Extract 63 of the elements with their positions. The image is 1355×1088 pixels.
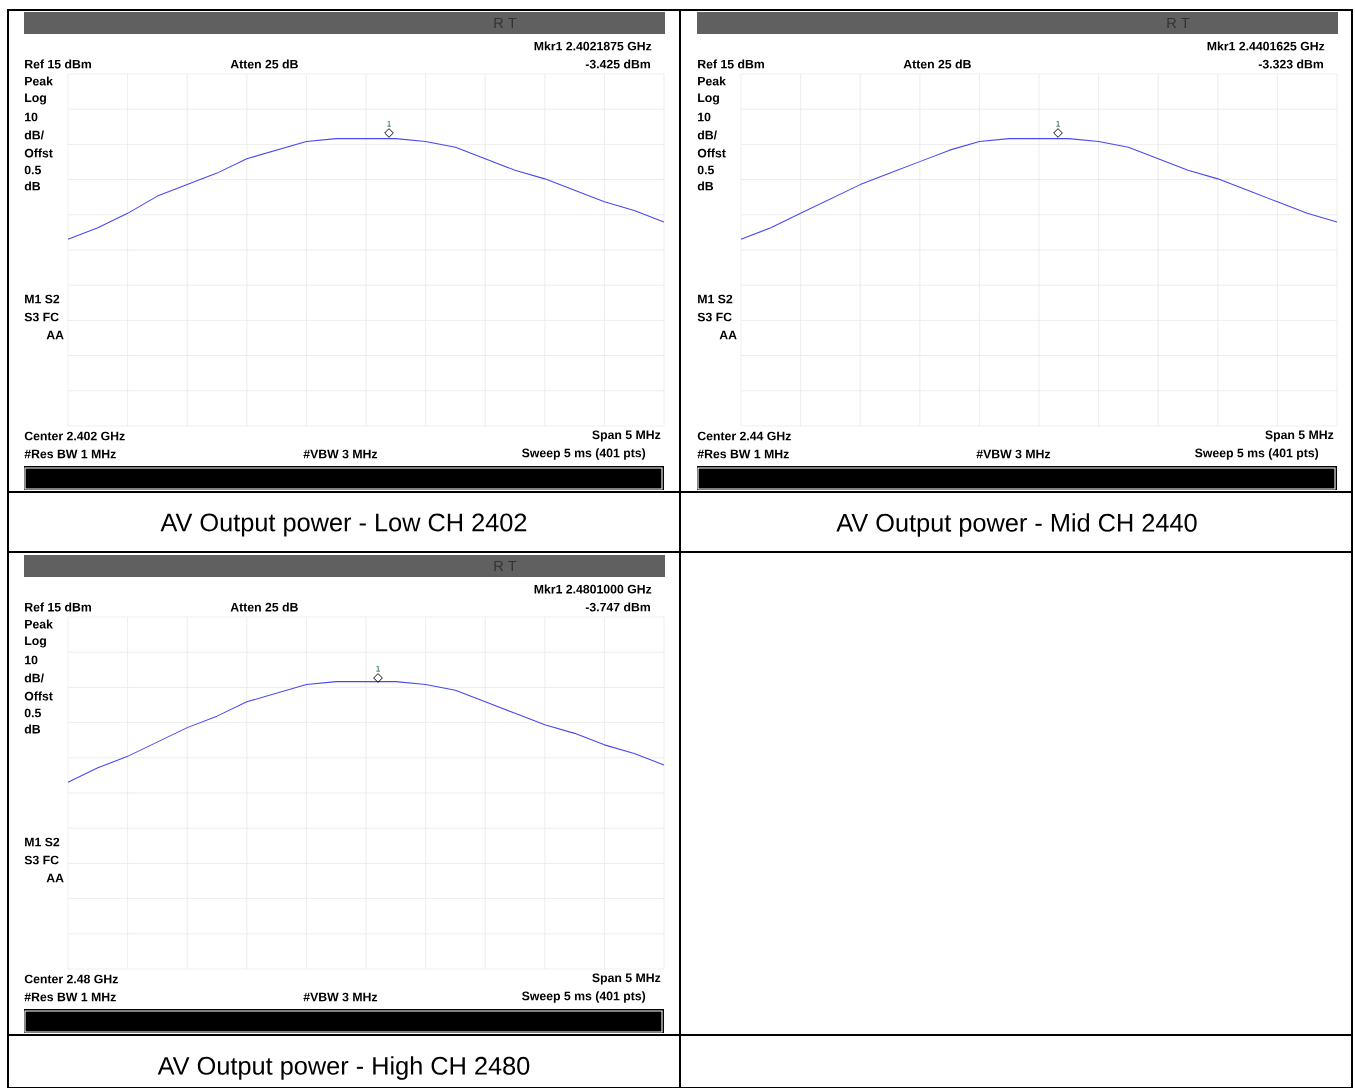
text: dB (24, 181, 41, 191)
text: Ref 15 dBm (25, 59, 91, 69)
text: S3 FC (697, 312, 732, 322)
text: S3 FC (24, 855, 59, 865)
text: 10 (698, 112, 711, 122)
text: #Res BW 1 MHz (24, 992, 116, 1002)
text: #Res BW 1 MHz (24, 449, 116, 459)
text: 10 (25, 112, 38, 122)
text: Log (698, 93, 719, 105)
text: Sweep 5 ms (401 pts) (1195, 448, 1319, 460)
text: Offst (24, 148, 53, 158)
text: Span 5 MHz (592, 430, 661, 442)
text: Peak (25, 76, 53, 86)
text: Atten 25 dB (230, 602, 298, 612)
text: Center 2.44 GHz (697, 431, 791, 441)
text: 1 (376, 665, 380, 672)
text: Peak (25, 619, 53, 629)
text: Atten 25 dB (230, 59, 298, 69)
text: M1 S2 (25, 837, 60, 847)
text: -3.323 dBm (1258, 59, 1323, 69)
text: Log (25, 93, 46, 105)
text: Span 5 MHz (1265, 430, 1334, 442)
text: AA (46, 873, 64, 883)
text: AA (46, 330, 64, 340)
text: M1 S2 (25, 294, 60, 304)
text: M1 S2 (698, 294, 733, 304)
text: Center 2.48 GHz (24, 974, 118, 984)
text: Sweep 5 ms (401 pts) (522, 448, 646, 460)
text: Mkr1 2.4021875 GHz (534, 41, 652, 51)
text: 10 (25, 655, 38, 665)
text: Mkr1 2.4401625 GHz (1207, 41, 1325, 51)
text: 1 (387, 120, 391, 127)
text: AV Output power - Mid CH 2440 (836, 513, 1197, 537)
text: Mkr1 2.4801000 GHz (534, 584, 652, 594)
text: dB/ (24, 130, 44, 140)
text: Log (25, 636, 46, 648)
text: #VBW 3 MHz (303, 449, 378, 459)
text: -3.425 dBm (585, 59, 650, 69)
text: Atten 25 dB (903, 59, 971, 69)
text: #VBW 3 MHz (303, 992, 378, 1002)
text: 1 (1056, 120, 1060, 127)
text: Offst (24, 691, 53, 701)
text: #VBW 3 MHz (976, 449, 1051, 459)
text: Offst (697, 148, 726, 158)
text: Sweep 5 ms (401 pts) (522, 991, 646, 1003)
text: dB (24, 724, 41, 734)
text: 0.5 (697, 165, 714, 175)
text: 0.5 (24, 165, 41, 175)
text: AV Output power - Low CH 2402 (160, 513, 527, 537)
text: #Res BW 1 MHz (697, 449, 789, 459)
text: -3.747 dBm (585, 602, 650, 612)
text: Ref 15 dBm (698, 59, 764, 69)
text: Center 2.402 GHz (24, 431, 125, 441)
text: Ref 15 dBm (25, 602, 91, 612)
text: dB (697, 181, 714, 191)
text: AA (719, 330, 737, 340)
text: Span 5 MHz (592, 973, 661, 985)
text: dB/ (697, 130, 717, 140)
text: AV Output power - High CH 2480 (157, 1056, 530, 1080)
text: 0.5 (24, 708, 41, 718)
text: S3 FC (24, 312, 59, 322)
text: dB/ (24, 673, 44, 683)
text: Peak (698, 76, 726, 86)
